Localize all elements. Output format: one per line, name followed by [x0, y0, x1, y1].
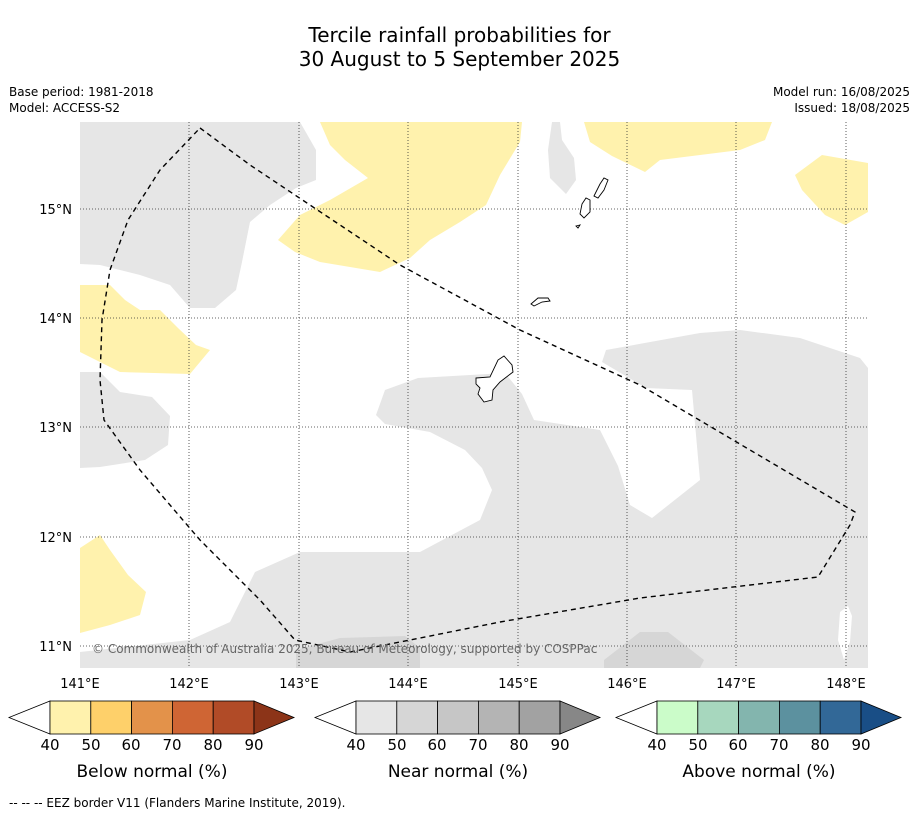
eez-border-footnote: -- -- -- EEZ border V11 (Flanders Marine… — [9, 796, 346, 810]
lon-label-147: 147°E — [716, 677, 756, 692]
eez-border-line — [99, 127, 856, 653]
colorbar-near-segment — [437, 700, 479, 735]
cb-below-tick-80: 80 — [203, 736, 223, 754]
cb-above-tick-80: 80 — [810, 736, 830, 754]
cb-above-tick-60: 60 — [728, 736, 748, 754]
colorbar-above-max-extension — [860, 700, 903, 735]
colorbar-below-segment — [171, 700, 214, 735]
below-normal-region-northeast — [584, 122, 772, 172]
lon-label-141: 141°E — [60, 677, 100, 692]
colorbar-near-segment — [518, 700, 561, 735]
colorbar-above-segment — [656, 700, 699, 735]
island-saipan — [593, 177, 609, 199]
model-run-text: Model run: 16/08/2025 — [772, 85, 910, 99]
lon-label-142: 142°E — [169, 677, 209, 692]
near-normal-island-patch — [548, 122, 576, 194]
latitude-labels: 15°N 14°N 13°N 12°N 11°N — [39, 203, 72, 655]
near-normal-region-west — [80, 372, 170, 468]
colorbar-near-min-extension — [313, 700, 357, 735]
colorbar-near-segment — [355, 700, 398, 735]
issued-date-text: Issued: 18/08/2025 — [794, 101, 910, 115]
cb-above-tick-50: 50 — [688, 736, 708, 754]
cb-above-tick-70: 70 — [769, 736, 789, 754]
island-guam — [475, 355, 514, 403]
graticule — [80, 122, 868, 668]
base-period-text: Base period: 1981-2018 — [9, 85, 154, 99]
lon-label-145: 145°E — [498, 677, 538, 692]
cb-near-tick-90: 90 — [550, 736, 570, 754]
colorbar-below-segment — [131, 700, 173, 735]
cb-near-tick-80: 80 — [509, 736, 529, 754]
colorbar-near-segment — [396, 700, 438, 735]
map-title-line-1: Tercile rainfall probabilities for — [308, 23, 611, 47]
islands — [475, 177, 609, 403]
cb-below-tick-40: 40 — [40, 736, 60, 754]
cb-above-tick-90: 90 — [851, 736, 871, 754]
island-tinian — [579, 197, 591, 219]
colorbar-below-min-extension — [7, 700, 51, 735]
cb-near-tick-70: 70 — [468, 736, 488, 754]
below-normal-region-east-edge — [795, 155, 868, 225]
colorbar-below-segment — [90, 700, 133, 735]
colorbar-above-segment — [779, 700, 821, 735]
cb-below-tick-90: 90 — [244, 736, 264, 754]
near-normal-regions — [80, 122, 868, 668]
lat-label-15: 15°N — [39, 203, 72, 218]
lat-label-11: 11°N — [39, 640, 72, 655]
island-rota — [530, 297, 551, 307]
lon-label-148: 148°E — [826, 677, 866, 692]
map-plot-area: © Commonwealth of Australia 2025, Bureau… — [80, 122, 868, 668]
colorbar-above-normal — [614, 700, 903, 735]
below-normal-region-north — [278, 122, 522, 272]
cb-below-tick-50: 50 — [81, 736, 101, 754]
cb-above-tick-40: 40 — [647, 736, 667, 754]
white-fleck-east — [838, 606, 852, 660]
lat-label-12: 12°N — [39, 531, 72, 546]
colorbar-below-segment — [49, 700, 92, 735]
colorbar-near-normal — [313, 700, 602, 735]
colorbar-near-segment — [477, 700, 520, 735]
below-normal-region-west — [80, 285, 210, 374]
near-normal-patch-south-east — [604, 632, 704, 668]
cb-near-label: Near normal (%) — [387, 762, 529, 782]
near-normal-region-northwest — [80, 122, 316, 308]
colorbar-above-segment — [819, 700, 862, 735]
lat-label-14: 14°N — [39, 312, 72, 327]
cb-below-tick-60: 60 — [121, 736, 141, 754]
cb-near-tick-60: 60 — [427, 736, 447, 754]
colorbar-below-max-extension — [253, 700, 296, 735]
longitude-labels: 141°E 142°E 143°E 144°E 145°E 146°E 147°… — [60, 677, 866, 692]
lat-label-13: 13°N — [39, 421, 72, 436]
lon-label-144: 144°E — [388, 677, 428, 692]
lon-label-143: 143°E — [279, 677, 319, 692]
cb-above-label: Above normal (%) — [682, 762, 836, 782]
copyright-notice: © Commonwealth of Australia 2025, Bureau… — [92, 642, 597, 656]
colorbar-above-segment — [738, 700, 780, 735]
cb-below-tick-70: 70 — [162, 736, 182, 754]
below-normal-region-southwest — [80, 535, 146, 633]
map-title-line-2: 30 August to 5 September 2025 — [298, 47, 621, 71]
cb-below-label: Below normal (%) — [76, 762, 228, 782]
island-aguijan — [575, 224, 582, 229]
cb-near-tick-40: 40 — [346, 736, 366, 754]
colorbar-above-segment — [697, 700, 739, 735]
lon-label-146: 146°E — [607, 677, 647, 692]
near-normal-region-south — [80, 330, 868, 668]
colorbar-below-normal — [7, 700, 296, 735]
colorbar-above-min-extension — [614, 700, 658, 735]
colorbar-below-segment — [212, 700, 255, 735]
below-normal-regions — [80, 122, 868, 633]
cb-near-tick-50: 50 — [387, 736, 407, 754]
model-name-text: Model: ACCESS-S2 — [9, 101, 121, 115]
colorbar-near-max-extension — [559, 700, 602, 735]
